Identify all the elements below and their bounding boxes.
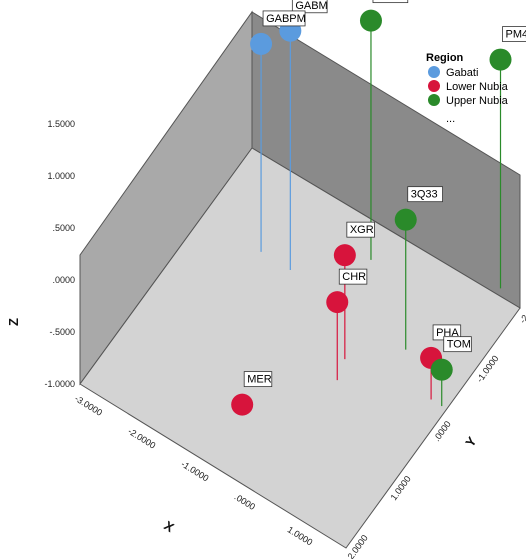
data-point-3q33: 3Q33	[394, 186, 443, 350]
point-label-box	[243, 371, 273, 388]
point-label: CHR	[342, 271, 366, 283]
point-marker	[250, 32, 273, 55]
point-label-box	[443, 336, 472, 353]
data-point-pm4c: PM4C	[489, 26, 526, 289]
z-tick-label: -.5000	[49, 327, 75, 337]
point-label-box	[372, 0, 409, 4]
point-label: GABM	[295, 0, 327, 12]
z-tick-label: .5000	[52, 223, 75, 233]
point-label: 3Q33	[411, 189, 438, 201]
x-tick-label: 1.0000	[286, 524, 315, 547]
data-point-tom: TOM	[430, 336, 472, 407]
legend: Region Gabati Lower Nubia Upper Nubia...	[426, 52, 509, 125]
point-marker	[489, 48, 512, 71]
point-marker	[394, 208, 417, 231]
point-label: XGR	[350, 224, 374, 236]
z-tick-label: .0000	[52, 275, 75, 285]
legend-swatch	[428, 66, 440, 78]
point-label-box	[346, 221, 375, 238]
z-axis-title: Z	[6, 318, 21, 326]
data-point-gabm: GABM	[279, 0, 328, 270]
data-point-chr: CHR	[326, 268, 368, 381]
point-marker	[333, 244, 356, 267]
z-tick-label: 1.0000	[47, 171, 75, 181]
x-tick-label: -1.0000	[179, 459, 210, 484]
point-label: MER	[247, 374, 272, 386]
point-label: PHA	[436, 327, 459, 339]
point-label: PM4C	[506, 29, 526, 41]
point-label-box	[407, 186, 443, 203]
x-tick-label: -2.0000	[126, 426, 157, 451]
legend-swatch	[428, 94, 440, 106]
y-axis-title: Y	[462, 434, 479, 450]
legend-more: ...	[446, 113, 455, 125]
point-label-box	[262, 10, 306, 27]
point-label-box	[502, 26, 526, 42]
point-label: 3J23	[376, 0, 400, 2]
x-tick-label: .0000	[233, 492, 257, 512]
point-label-box	[291, 0, 328, 14]
legend-title: Region	[426, 52, 464, 64]
legend-item: Gabati	[446, 67, 478, 79]
point-marker	[430, 358, 453, 381]
point-label-box	[338, 268, 368, 285]
x-axis-title: X	[161, 518, 177, 535]
z-tick-label: 1.5000	[47, 119, 75, 129]
data-point-gabpm: GABPM	[250, 10, 306, 252]
point-label: TOM	[447, 339, 471, 351]
data-point-mer: MER	[231, 371, 273, 416]
x-tick-label: -3.0000	[73, 393, 104, 418]
point-marker	[326, 291, 349, 314]
point-label: GABPM	[266, 13, 306, 25]
z-axis-ticks: 1.5000 1.0000 .5000 .0000 -.5000 -1.0000	[44, 119, 75, 389]
data-point-3j23: 3J23	[359, 0, 409, 260]
legend-swatch	[428, 80, 440, 92]
floor-plane	[79, 147, 521, 549]
point-marker	[231, 393, 254, 416]
point-marker	[359, 9, 382, 32]
z-tick-label: -1.0000	[44, 379, 75, 389]
legend-item: Upper Nubia	[446, 95, 509, 107]
legend-item: Lower Nubia	[446, 81, 509, 93]
